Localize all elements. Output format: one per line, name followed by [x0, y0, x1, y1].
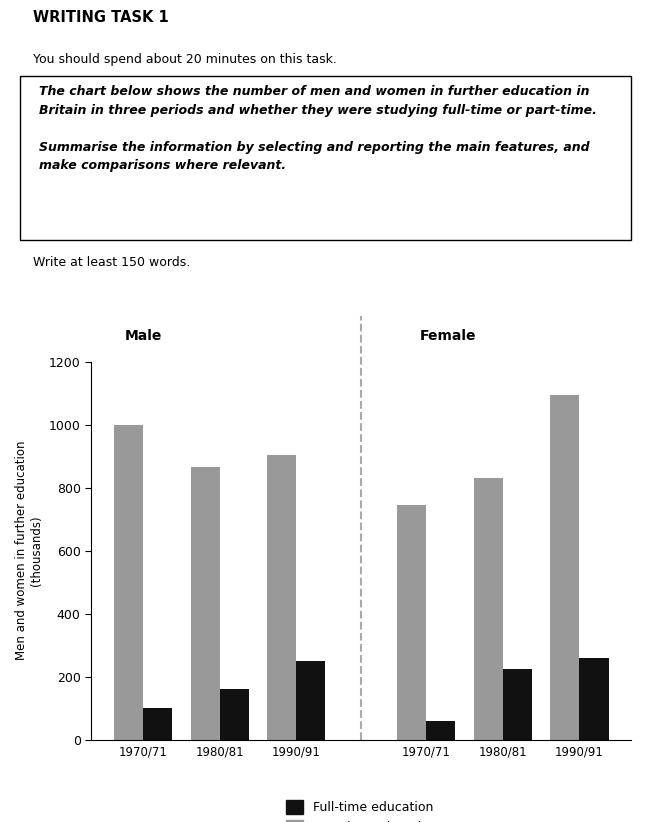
Text: You should spend about 20 minutes on this task.: You should spend about 20 minutes on thi…: [33, 53, 337, 66]
FancyBboxPatch shape: [20, 76, 631, 240]
Bar: [191, 467, 220, 740]
Bar: [579, 658, 609, 740]
Bar: [550, 395, 579, 740]
Bar: [474, 478, 503, 740]
Text: The chart below shows the number of men and women in further education in
Britai: The chart below shows the number of men …: [39, 85, 597, 173]
Bar: [143, 709, 173, 740]
Legend: Full-time education, Part-time education: Full-time education, Part-time education: [281, 795, 442, 822]
Bar: [426, 721, 456, 740]
Text: Female: Female: [419, 329, 476, 343]
Bar: [267, 455, 296, 740]
Bar: [220, 690, 249, 740]
Bar: [114, 425, 143, 740]
Bar: [397, 505, 426, 740]
Bar: [296, 661, 326, 740]
Text: Male: Male: [125, 329, 162, 343]
Text: WRITING TASK 1: WRITING TASK 1: [33, 10, 169, 25]
Y-axis label: Men and women in further education
(thousands): Men and women in further education (thou…: [15, 441, 44, 661]
Bar: [503, 669, 532, 740]
Text: Write at least 150 words.: Write at least 150 words.: [33, 256, 190, 270]
